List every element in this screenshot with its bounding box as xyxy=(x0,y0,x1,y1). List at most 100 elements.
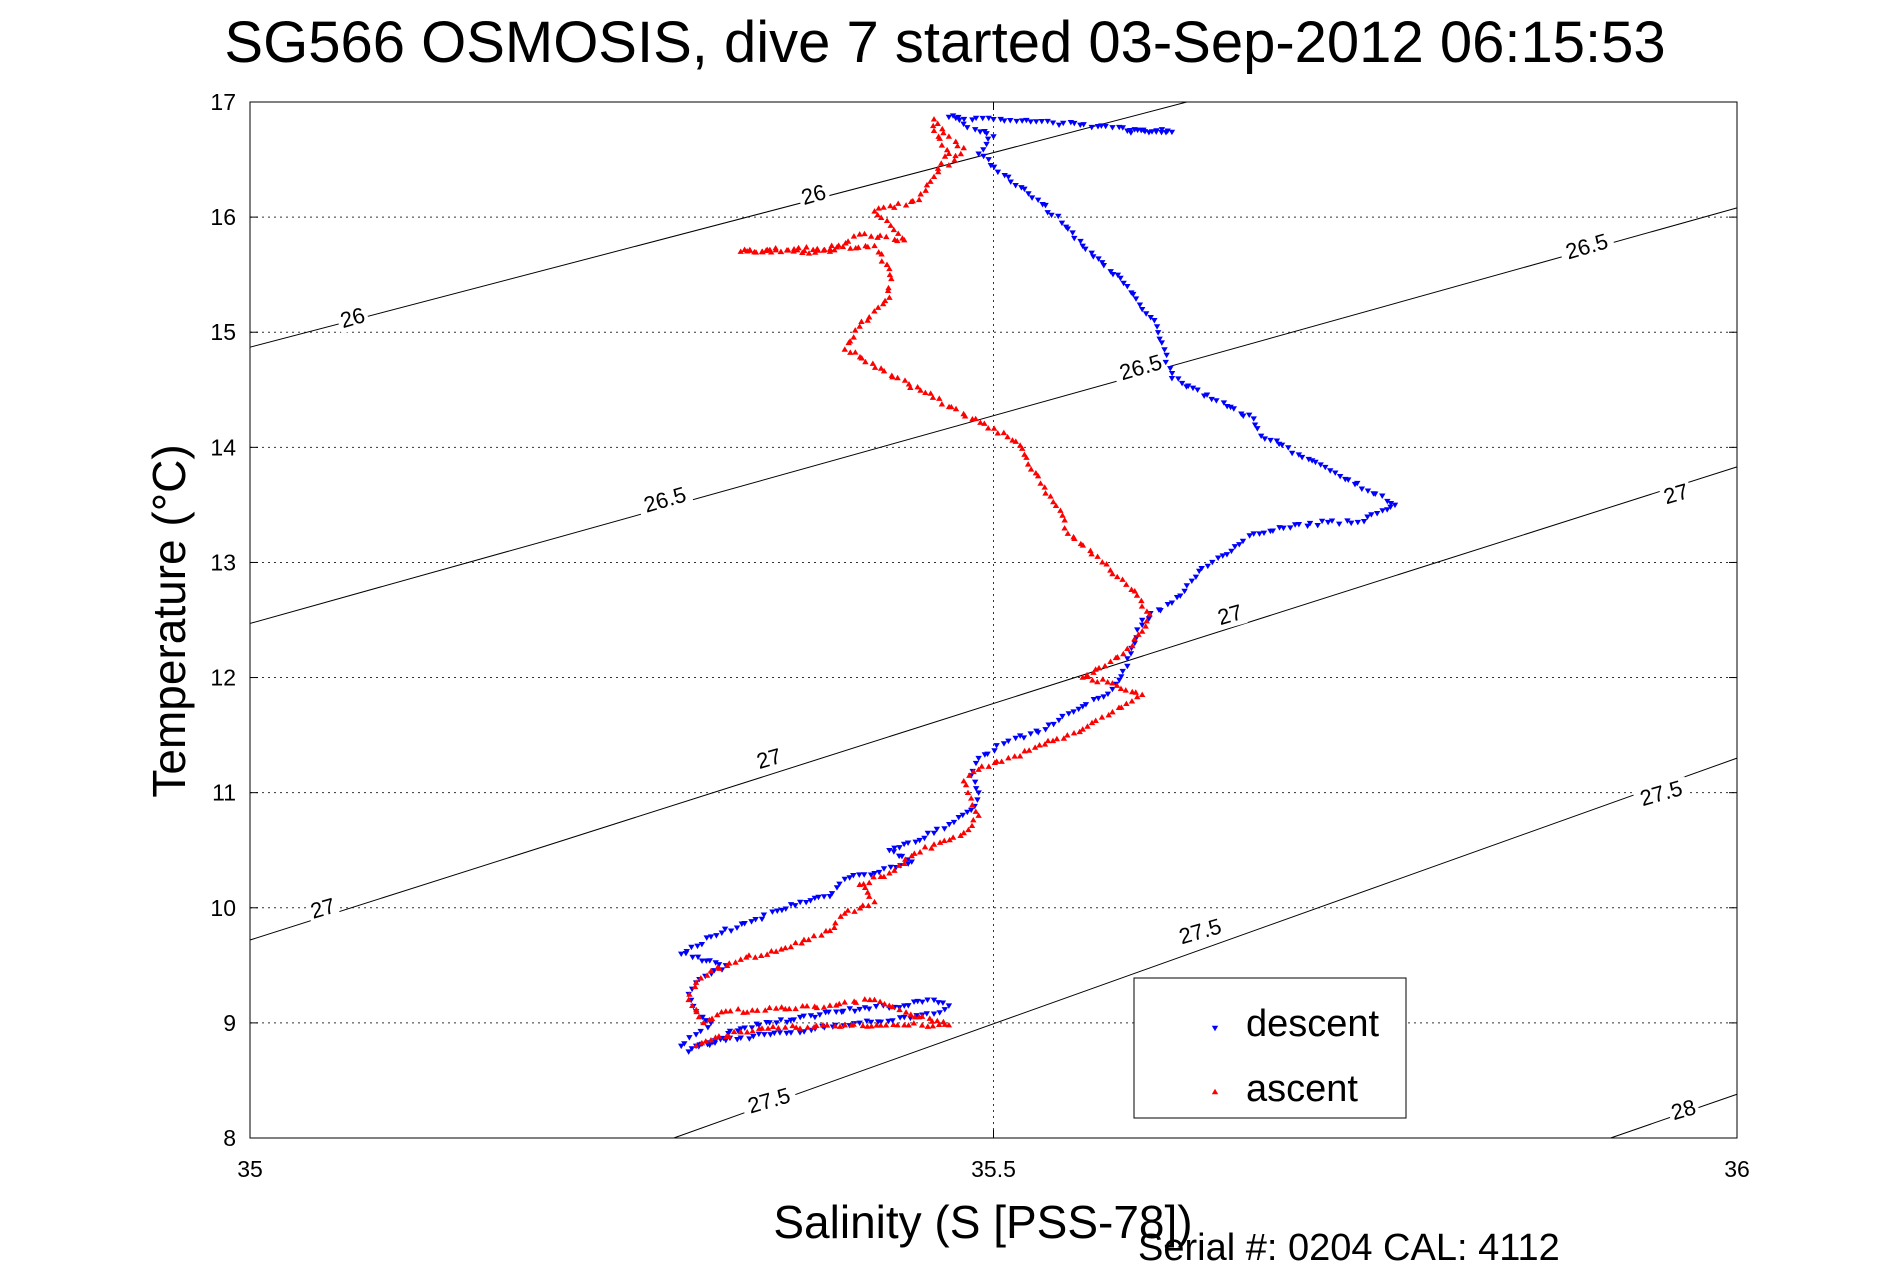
descent-point xyxy=(946,821,953,828)
descent-point xyxy=(990,117,997,123)
ascent-point xyxy=(1109,680,1116,686)
descent-point xyxy=(776,1030,784,1036)
descent-point xyxy=(1254,426,1261,432)
ascent-point xyxy=(1139,628,1146,634)
ascent-point xyxy=(837,913,844,919)
descent-point xyxy=(976,129,984,135)
descent-point xyxy=(1064,226,1072,232)
ascent-point xyxy=(1064,732,1071,738)
descent-point xyxy=(945,114,953,121)
descent-point xyxy=(921,835,928,842)
descent-point xyxy=(678,1043,685,1050)
descent-point xyxy=(1239,538,1247,545)
descent-point xyxy=(1327,468,1334,474)
ascent-point xyxy=(966,772,973,778)
ascent-point xyxy=(859,1022,867,1029)
ascent-point xyxy=(715,1033,723,1039)
descent-point xyxy=(1079,704,1086,710)
descent-point xyxy=(758,916,766,923)
ascent-point xyxy=(1142,623,1149,629)
descent-point xyxy=(985,115,992,122)
ascent-point xyxy=(703,972,711,978)
ascent-point xyxy=(918,1022,926,1028)
descent-point xyxy=(964,809,971,816)
ascent-point xyxy=(1118,704,1125,710)
descent-point xyxy=(967,807,975,814)
ascent-point xyxy=(763,951,771,957)
contour-label-bg xyxy=(740,1083,799,1120)
ascent-point xyxy=(850,233,858,239)
descent-point xyxy=(698,958,706,964)
ascent-point xyxy=(707,967,715,974)
ascent-point xyxy=(1000,429,1008,436)
ascent-point xyxy=(945,1021,953,1028)
descent-point xyxy=(1317,462,1324,468)
ascent-point xyxy=(695,1013,703,1020)
descent-point xyxy=(1055,717,1063,724)
descent-point xyxy=(1175,376,1182,382)
descent-point xyxy=(1118,674,1125,680)
ascent-point xyxy=(871,898,878,905)
descent-point xyxy=(907,1015,914,1022)
descent-point xyxy=(975,790,982,796)
ascent-point xyxy=(1060,735,1068,741)
descent-point xyxy=(1109,125,1116,131)
ascent-point xyxy=(994,430,1001,436)
descent-point xyxy=(887,864,894,871)
ascent-point xyxy=(880,204,887,210)
ascent-point xyxy=(938,401,946,407)
descent-point xyxy=(990,134,997,140)
ascent-point xyxy=(702,1038,709,1044)
ascent-point xyxy=(803,244,810,250)
ascent-point xyxy=(901,1021,908,1028)
ascent-point xyxy=(714,1011,721,1018)
contour-label-bg xyxy=(1171,914,1230,951)
ascent-point xyxy=(875,249,882,255)
ascent-point xyxy=(901,377,909,383)
descent-point xyxy=(1005,174,1012,181)
ascent-point xyxy=(1131,588,1138,594)
ascent-point xyxy=(1052,502,1060,509)
ascent-point xyxy=(877,214,885,220)
contour-label: 27.5 xyxy=(1632,775,1691,813)
descent-point xyxy=(1075,706,1082,713)
descent-point xyxy=(1168,370,1176,377)
descent-point xyxy=(865,1006,873,1012)
ascent-point xyxy=(786,1005,793,1012)
ascent-point xyxy=(698,1039,706,1046)
ascent-point xyxy=(916,849,924,855)
descent-point xyxy=(1257,433,1265,440)
descent-point xyxy=(1387,504,1394,511)
ascent-point xyxy=(856,905,864,911)
descent-point xyxy=(983,131,990,137)
ascent-point xyxy=(1024,461,1032,467)
ascent-point xyxy=(740,1009,747,1015)
ascent-point xyxy=(869,360,877,366)
descent-point xyxy=(971,779,979,786)
ascent-point xyxy=(811,1003,818,1009)
descent-point xyxy=(1162,359,1169,366)
descent-point xyxy=(1167,366,1174,372)
ascent-point xyxy=(881,1000,888,1007)
descent-point xyxy=(1079,243,1086,250)
ascent-point xyxy=(844,238,852,244)
ascent-point xyxy=(782,1005,789,1012)
descent-point xyxy=(1168,129,1176,136)
descent-point xyxy=(706,958,713,964)
ascent-point xyxy=(876,998,884,1005)
ascent-point xyxy=(952,152,959,159)
ascent-point xyxy=(1036,742,1043,748)
ascent-point xyxy=(911,1013,919,1020)
descent-point xyxy=(767,1032,774,1038)
descent-point xyxy=(871,871,878,877)
descent-point xyxy=(1034,197,1042,204)
descent-point xyxy=(1136,302,1144,308)
descent-point xyxy=(1379,493,1386,499)
descent-point xyxy=(939,1000,947,1006)
ascent-point xyxy=(911,850,918,856)
ascent-point xyxy=(945,403,953,410)
ascent-point xyxy=(725,1033,733,1039)
ascent-point xyxy=(762,1007,769,1013)
ascent-point xyxy=(767,249,775,255)
descent-point xyxy=(1354,519,1362,526)
